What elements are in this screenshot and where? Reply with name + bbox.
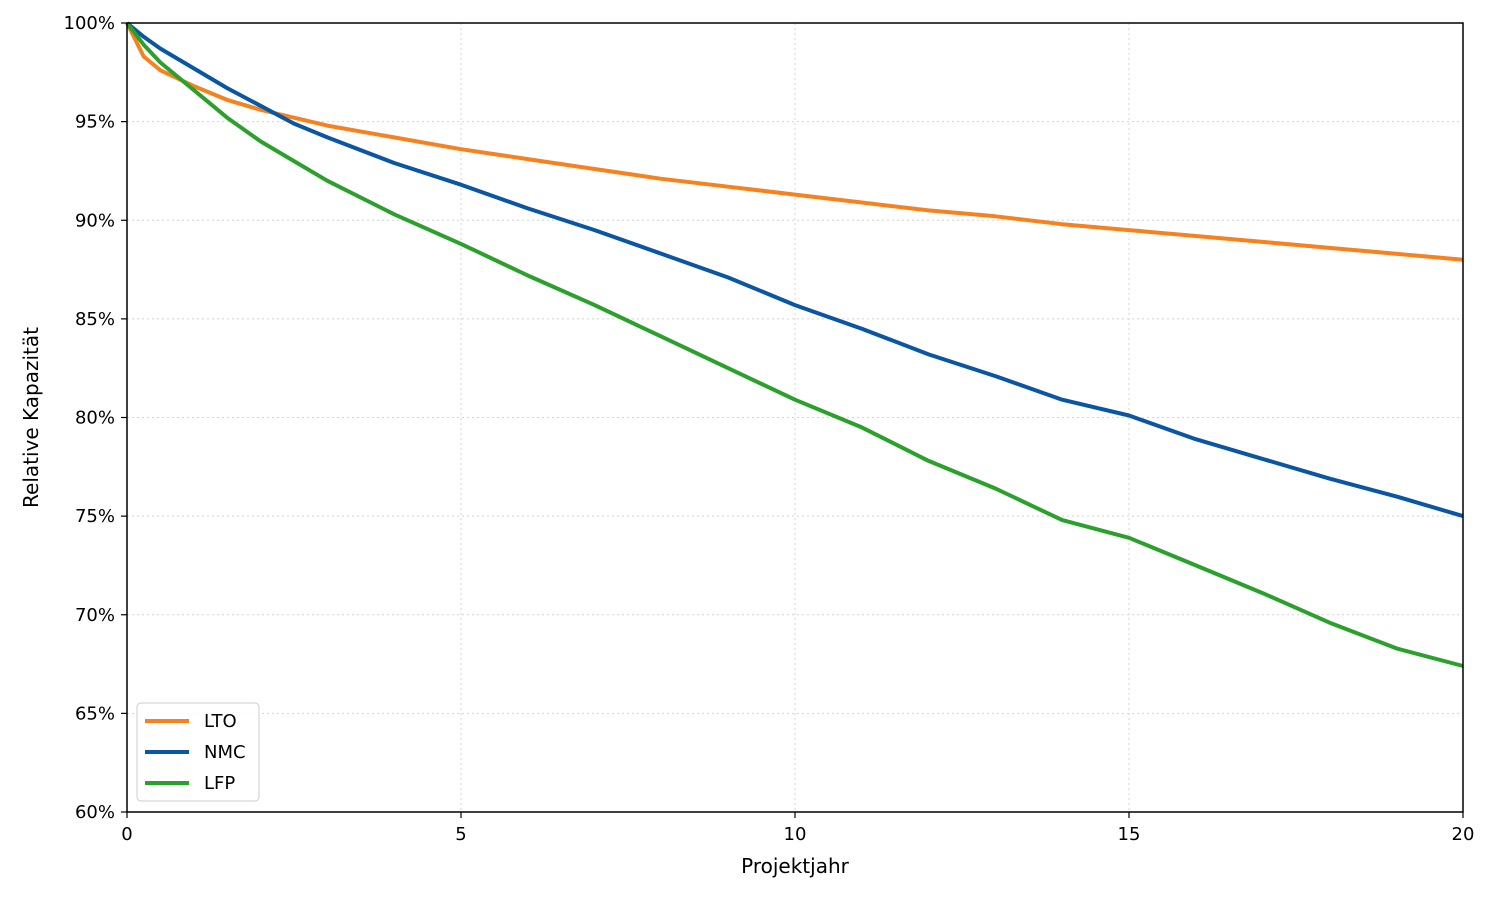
- legend-box: [136, 702, 260, 802]
- y-tick-label: 75%: [75, 506, 115, 527]
- y-tick-label: 70%: [75, 605, 115, 626]
- y-tick-label: 95%: [75, 112, 115, 133]
- x-tick-label: 5: [455, 824, 466, 845]
- grid: [127, 22, 1463, 812]
- y-tick-label: 65%: [75, 703, 115, 724]
- x-tick-label: 0: [121, 824, 132, 845]
- x-tick-label: 20: [1452, 824, 1475, 845]
- y-tick-label: 85%: [75, 309, 115, 330]
- x-tick-label: 10: [784, 824, 807, 845]
- y-tick-label: 80%: [75, 408, 115, 429]
- legend: LTO NMC LFP: [136, 702, 260, 802]
- y-axis-label: Relative Kapazität: [19, 327, 43, 508]
- y-tick-label: 100%: [64, 13, 115, 34]
- axis-ticks: 0 5 10 15 20 60% 65% 70% 75% 80% 85% 90% 95% 100%: [64, 13, 1475, 845]
- series-line-lfp: [125, 21, 1464, 668]
- series-line-lto: [125, 22, 1464, 262]
- series-lines: [125, 21, 1464, 668]
- legend-label-nmc: NMC: [204, 742, 246, 763]
- y-tick-label: 60%: [75, 802, 115, 823]
- x-axis-label: Projektjahr: [741, 854, 850, 878]
- series-line-nmc: [125, 21, 1464, 519]
- x-tick-label: 15: [1118, 824, 1141, 845]
- legend-label-lto: LTO: [204, 711, 237, 732]
- y-tick-label: 90%: [75, 210, 115, 231]
- legend-label-lfp: LFP: [204, 773, 235, 794]
